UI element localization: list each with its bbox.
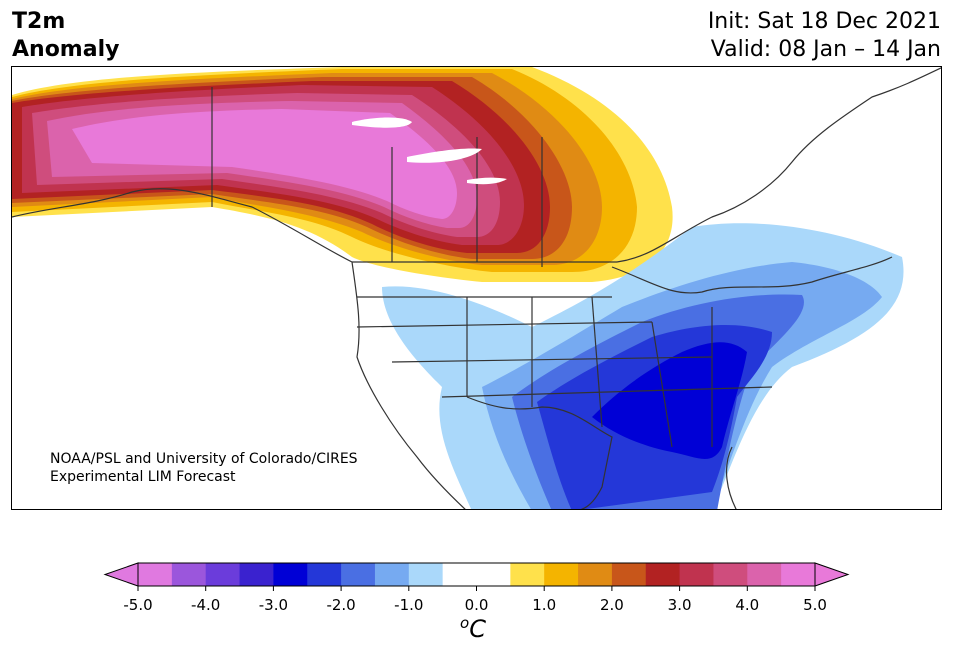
init-date-label: Init: Sat 18 Dec 2021 xyxy=(707,9,941,34)
colorbar-extend-high xyxy=(814,562,850,587)
colorbar-tick-label: 1.0 xyxy=(532,596,556,614)
colorbar-cell xyxy=(408,563,444,586)
colorbar-tick-label: -2.0 xyxy=(326,596,355,614)
colorbar-cells xyxy=(103,562,850,587)
unit-label: oC xyxy=(460,614,486,643)
valid-range-label: Valid: 08 Jan – 14 Jan xyxy=(710,37,941,62)
colorbar-cell xyxy=(510,563,545,586)
colorbar-ticks: -5.0 -4.0 -3.0 -2.0 -1.0 0.0 1.0 2.0 3.0 4.0 5.0 xyxy=(123,586,827,614)
colorbar-tick-label: -5.0 xyxy=(123,596,152,614)
colorbar-cell xyxy=(611,563,647,586)
colorbar-tick-label: 5.0 xyxy=(803,596,827,614)
colorbar-cell xyxy=(239,563,274,586)
colorbar-cell xyxy=(578,563,613,586)
warm-anomaly-field xyxy=(12,67,673,282)
colorbar-cell xyxy=(341,563,376,586)
unit-base: C xyxy=(469,615,486,643)
colorbar-tick-label: -1.0 xyxy=(394,596,423,614)
colorbar-extend-low xyxy=(103,562,139,587)
credit-line-2: Experimental LIM Forecast xyxy=(50,469,236,485)
colorbar-cell xyxy=(544,563,579,586)
colorbar-cell xyxy=(476,563,511,586)
colorbar-tick-label: 0.0 xyxy=(465,596,489,614)
title-variable: T2m xyxy=(12,9,66,34)
colorbar-border xyxy=(137,562,816,587)
colorbar-tick-label: 2.0 xyxy=(600,596,624,614)
colorbar-tick-label: 4.0 xyxy=(735,596,759,614)
map-title: T2m Anomaly xyxy=(12,8,119,64)
colorbar-cell xyxy=(374,563,410,586)
colorbar-cell xyxy=(171,563,207,586)
colorbar-tick-label: 3.0 xyxy=(668,596,692,614)
colorbar-cell xyxy=(442,563,477,586)
credit-text: NOAA/PSL and University of Colorado/CIRE… xyxy=(50,450,358,486)
colorbar-cell xyxy=(138,563,173,586)
colorbar-cell xyxy=(307,563,342,586)
title-type: Anomaly xyxy=(12,37,120,62)
cold-anomaly-field xyxy=(382,223,904,509)
unit-superscript: o xyxy=(460,614,470,632)
map-canvas xyxy=(12,67,941,509)
colorbar-cell xyxy=(679,563,714,586)
hudson-bay-water xyxy=(352,117,507,185)
colorbar-cell xyxy=(273,563,308,586)
colorbar-tick-label: -3.0 xyxy=(259,596,288,614)
colorbar-cell xyxy=(645,563,681,586)
credit-line-1: NOAA/PSL and University of Colorado/CIRE… xyxy=(50,451,358,467)
forecast-dates: Init: Sat 18 Dec 2021 Valid: 08 Jan – 14… xyxy=(708,8,941,64)
colorbar-cell xyxy=(713,563,748,586)
country-borders xyxy=(12,67,941,509)
colorbar-cell xyxy=(781,563,816,586)
colorbar-cell xyxy=(205,563,241,586)
colorbar-cell xyxy=(747,563,782,586)
colorbar-tick-label: -4.0 xyxy=(191,596,220,614)
anomaly-map: NOAA/PSL and University of Colorado/CIRE… xyxy=(11,66,942,510)
